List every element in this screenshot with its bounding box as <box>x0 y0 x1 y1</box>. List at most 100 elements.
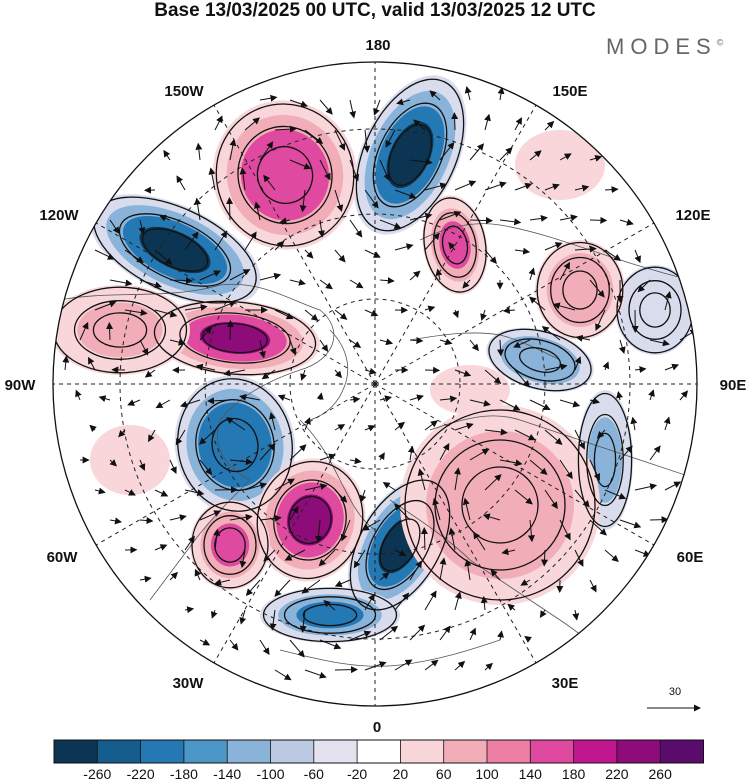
wind-vector <box>244 231 257 251</box>
coastline <box>59 283 335 481</box>
coastline <box>149 479 251 601</box>
wind-vector <box>424 590 437 611</box>
meridian-line <box>213 383 376 664</box>
height-contour <box>177 378 293 512</box>
wind-vector <box>513 339 531 348</box>
wind-vector <box>229 639 239 651</box>
wind-vector <box>604 249 622 261</box>
wind-vector <box>574 489 590 508</box>
height-contour <box>423 197 487 293</box>
logo-registered-mark: © <box>716 37 724 48</box>
anomaly-shading <box>514 344 566 376</box>
wind-vector <box>520 579 531 586</box>
wind-vector <box>94 249 115 260</box>
wind-vector <box>239 393 261 401</box>
lon-label-90w: 90W <box>5 377 37 394</box>
logo-text: MODES <box>606 34 717 59</box>
wind-vector <box>544 183 560 191</box>
wind-vector <box>214 115 223 131</box>
wind-vector <box>334 579 351 587</box>
wind-vector <box>144 369 156 378</box>
wind-vector <box>289 339 297 356</box>
wind-vector <box>527 519 535 543</box>
height-contour <box>141 228 209 272</box>
wind-vector <box>300 369 307 381</box>
wind-vector <box>263 174 276 191</box>
wind-vector <box>497 339 505 357</box>
height-contour <box>273 479 347 561</box>
wind-vector <box>424 659 439 671</box>
height-contour <box>586 413 624 507</box>
colorbar-label: 220 <box>605 766 629 782</box>
wind-vector <box>364 425 376 432</box>
wind-vector <box>334 666 358 674</box>
colorbar-swatch <box>487 740 531 763</box>
wind-vector <box>596 429 606 439</box>
wind-vector <box>396 98 411 106</box>
wind-vector <box>334 189 344 212</box>
wind-vector <box>429 90 441 101</box>
wind-vector <box>334 424 346 431</box>
height-contour <box>283 596 377 634</box>
colorbar-label: 60 <box>436 766 452 782</box>
wind-vector <box>574 245 597 253</box>
wind-vector <box>109 459 118 467</box>
wind-vector <box>289 639 305 658</box>
wind-vector <box>464 559 472 581</box>
wind-vector <box>378 452 385 461</box>
height-contour <box>461 466 539 544</box>
wind-vector <box>630 416 638 431</box>
wind-vector <box>118 429 126 438</box>
height-contour <box>379 518 421 572</box>
wind-vector <box>454 422 474 431</box>
wind-vector <box>289 99 308 108</box>
coastline <box>309 329 349 421</box>
wind-vector <box>138 219 146 235</box>
wind-vector <box>544 429 563 445</box>
wind-vector <box>664 291 672 311</box>
colorbar-label: 260 <box>649 766 673 782</box>
wind-vector <box>432 497 441 521</box>
wind-vector <box>334 369 343 379</box>
wind-vector <box>154 544 168 551</box>
wind-vector <box>279 217 291 225</box>
map-boundary <box>52 61 698 707</box>
wind-vector <box>184 489 205 497</box>
wind-vector <box>226 197 234 221</box>
wind-vector <box>484 181 507 191</box>
height-contour <box>215 103 355 247</box>
height-contour <box>203 515 257 575</box>
colorbar-label: -220 <box>127 766 155 782</box>
wind-vector <box>514 369 530 388</box>
wind-vector <box>634 366 647 374</box>
vector-reference-label: 30 <box>669 686 681 698</box>
wind-vector <box>214 230 228 251</box>
lon-label-180: 180 <box>365 37 390 54</box>
wind-vector <box>604 549 619 563</box>
wind-vector <box>208 167 216 191</box>
wind-vector <box>229 458 253 466</box>
colorbar-swatch <box>54 740 98 763</box>
wind-vector <box>139 575 152 583</box>
wind-vector <box>304 129 324 145</box>
wind-vector <box>409 560 422 581</box>
wind-vector <box>223 369 246 377</box>
wind-vector <box>424 182 448 191</box>
wind-vector <box>679 390 689 401</box>
wind-vector <box>649 516 669 524</box>
wind-vector <box>139 279 162 289</box>
wind-vector <box>268 412 276 431</box>
colorbar-swatch <box>227 740 271 763</box>
wind-vector <box>225 417 246 431</box>
wind-vector <box>589 579 597 593</box>
wind-vector <box>439 557 447 581</box>
colorbar-swatch <box>443 740 488 763</box>
wind-vector <box>480 309 487 321</box>
wind-vector <box>316 392 324 401</box>
wind-vector <box>340 519 351 542</box>
wind-vector <box>138 459 146 471</box>
height-contour <box>214 527 246 563</box>
anomaly-shading <box>199 321 271 355</box>
modes-logo: MODES© <box>606 34 723 60</box>
wind-vector <box>409 624 426 641</box>
